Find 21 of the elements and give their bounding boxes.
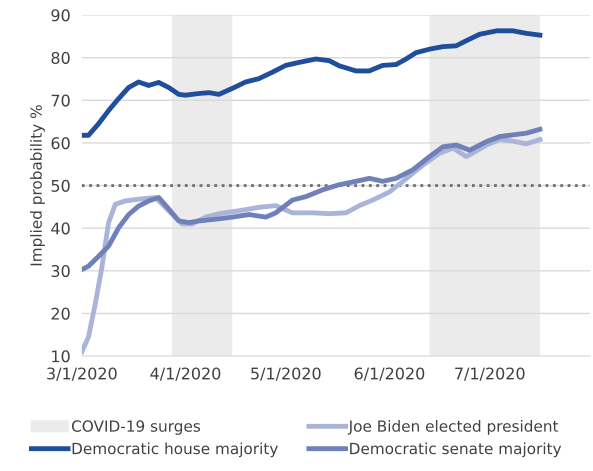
y-tick-label: 50	[52, 180, 70, 192]
legend-label: Democratic house majority	[72, 442, 278, 458]
y-tick-label: 10	[52, 350, 70, 362]
y-tick-label: 30	[52, 265, 70, 278]
y-tick-label: 20	[52, 308, 70, 320]
y-axis-title: Implied probability %	[30, 105, 45, 266]
x-tick-label: 4/1/2020	[150, 367, 220, 381]
y-tick-label: 40	[51, 222, 70, 234]
legend-label: Joe Biden elected president	[348, 420, 558, 435]
x-tick-label: 3/1/2020	[47, 367, 117, 381]
x-tick-label: 7/1/2020	[455, 367, 525, 381]
x-tick-label: 5/1/2020	[251, 367, 321, 381]
y-tick-label: 60	[52, 137, 70, 150]
y-tick-label: 80	[51, 52, 70, 64]
legend-label: Democratic senate majority	[350, 442, 562, 458]
y-tick-label: 90	[51, 9, 70, 22]
line-series	[82, 126, 542, 272]
legend-label: COVID-19 surges	[72, 420, 200, 435]
line-series	[82, 28, 542, 138]
x-tick-label: 6/1/2020	[354, 367, 424, 381]
y-tick-label: 70	[52, 94, 70, 107]
